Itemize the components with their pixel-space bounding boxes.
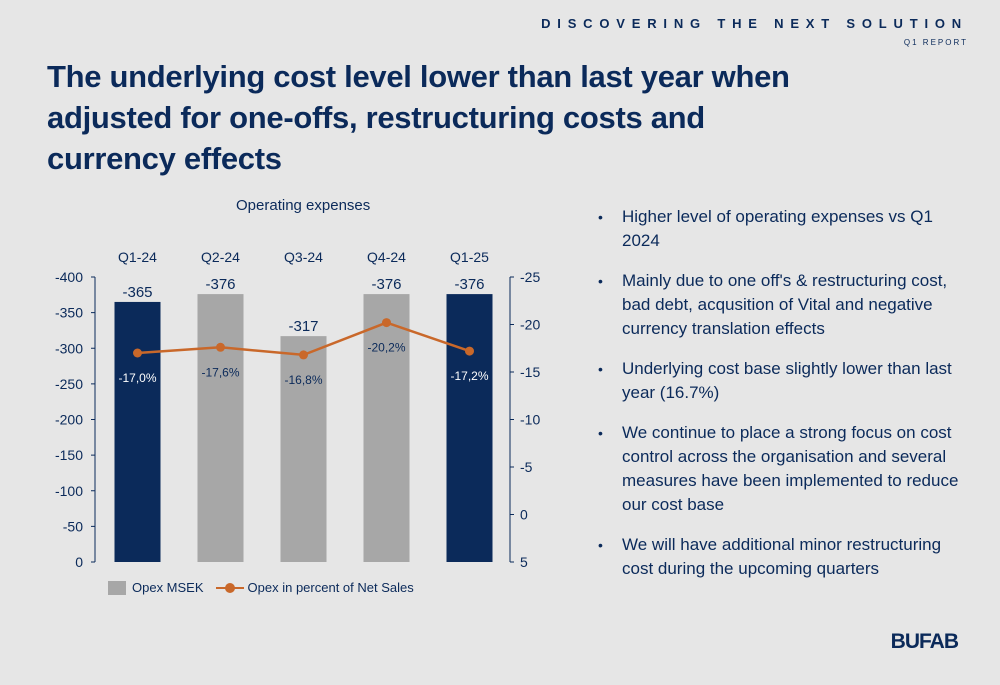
opex-percent-point [465,346,474,356]
left-tick-label: -50 [63,518,83,534]
left-tick-label: -400 [55,269,83,285]
percent-value-label: -17,0% [118,371,156,385]
bar-q4-24 [363,294,410,562]
opex-percent-point [299,350,308,360]
report-label: Q1 REPORT [903,38,968,47]
left-tick-label: -100 [55,483,83,499]
bullet-list: Higher level of operating expenses vs Q1… [596,205,966,597]
category-label: Q1-25 [450,249,489,265]
left-tick-label: -300 [55,340,83,356]
bar-value-label: -376 [371,276,401,293]
right-tick-label: -15 [520,364,540,380]
left-tick-label: -150 [55,447,83,463]
chart-title: Operating expenses [236,197,371,214]
right-tick-label: -20 [520,317,540,333]
percent-value-label: -17,6% [201,365,239,379]
bullet-item: We continue to place a strong focus on c… [596,421,966,517]
percent-value-label: -17,2% [450,369,488,383]
left-tick-label: -200 [55,412,83,428]
bar-value-label: -376 [454,276,484,293]
legend-bar-swatch [108,580,126,595]
opex-percent-point [382,318,391,328]
category-label: Q4-24 [367,249,406,265]
right-tick-label: -25 [520,269,540,285]
legend-line-icon [215,581,244,595]
category-label: Q2-24 [201,249,240,265]
bar-q1-25 [446,294,493,562]
right-tick-label: 0 [520,507,528,523]
bullet-item: We will have additional minor restructur… [596,533,966,581]
percent-value-label: -20,2% [367,341,405,355]
right-tick-label: -10 [520,412,540,428]
bar-q2-24 [197,294,244,562]
right-tick-label: 5 [520,554,528,570]
opex-percent-point [216,342,225,352]
left-tick-label: -350 [55,305,83,321]
bar-value-label: -365 [122,284,152,301]
left-tick-label: 0 [75,554,83,570]
slide-title: The underlying cost level lower than las… [47,59,790,176]
bullet-item: Underlying cost base slightly lower than… [596,357,966,405]
chart-legend: Opex MSEK Opex in percent of Net Sales [108,580,414,595]
left-tick-label: -250 [55,376,83,392]
bullet-item: Mainly due to one off's & restructuring … [596,269,966,341]
tagline: DISCOVERING THE NEXT SOLUTION [541,16,968,31]
bar-value-label: -376 [205,276,235,293]
bar-q1-24 [114,301,161,562]
legend-bar-label: Opex MSEK [132,580,204,595]
category-label: Q1-24 [118,249,157,265]
bufab-logo: BUFAB [890,630,959,653]
category-label: Q3-24 [284,249,323,265]
bar-q3-24 [280,336,327,562]
right-tick-label: -5 [520,459,533,475]
opex-percent-point [133,348,142,358]
bar-value-label: -317 [288,318,318,335]
percent-value-label: -16,8% [284,373,322,387]
legend-line-label: Opex in percent of Net Sales [247,580,414,595]
bullet-item: Higher level of operating expenses vs Q1… [596,205,966,253]
